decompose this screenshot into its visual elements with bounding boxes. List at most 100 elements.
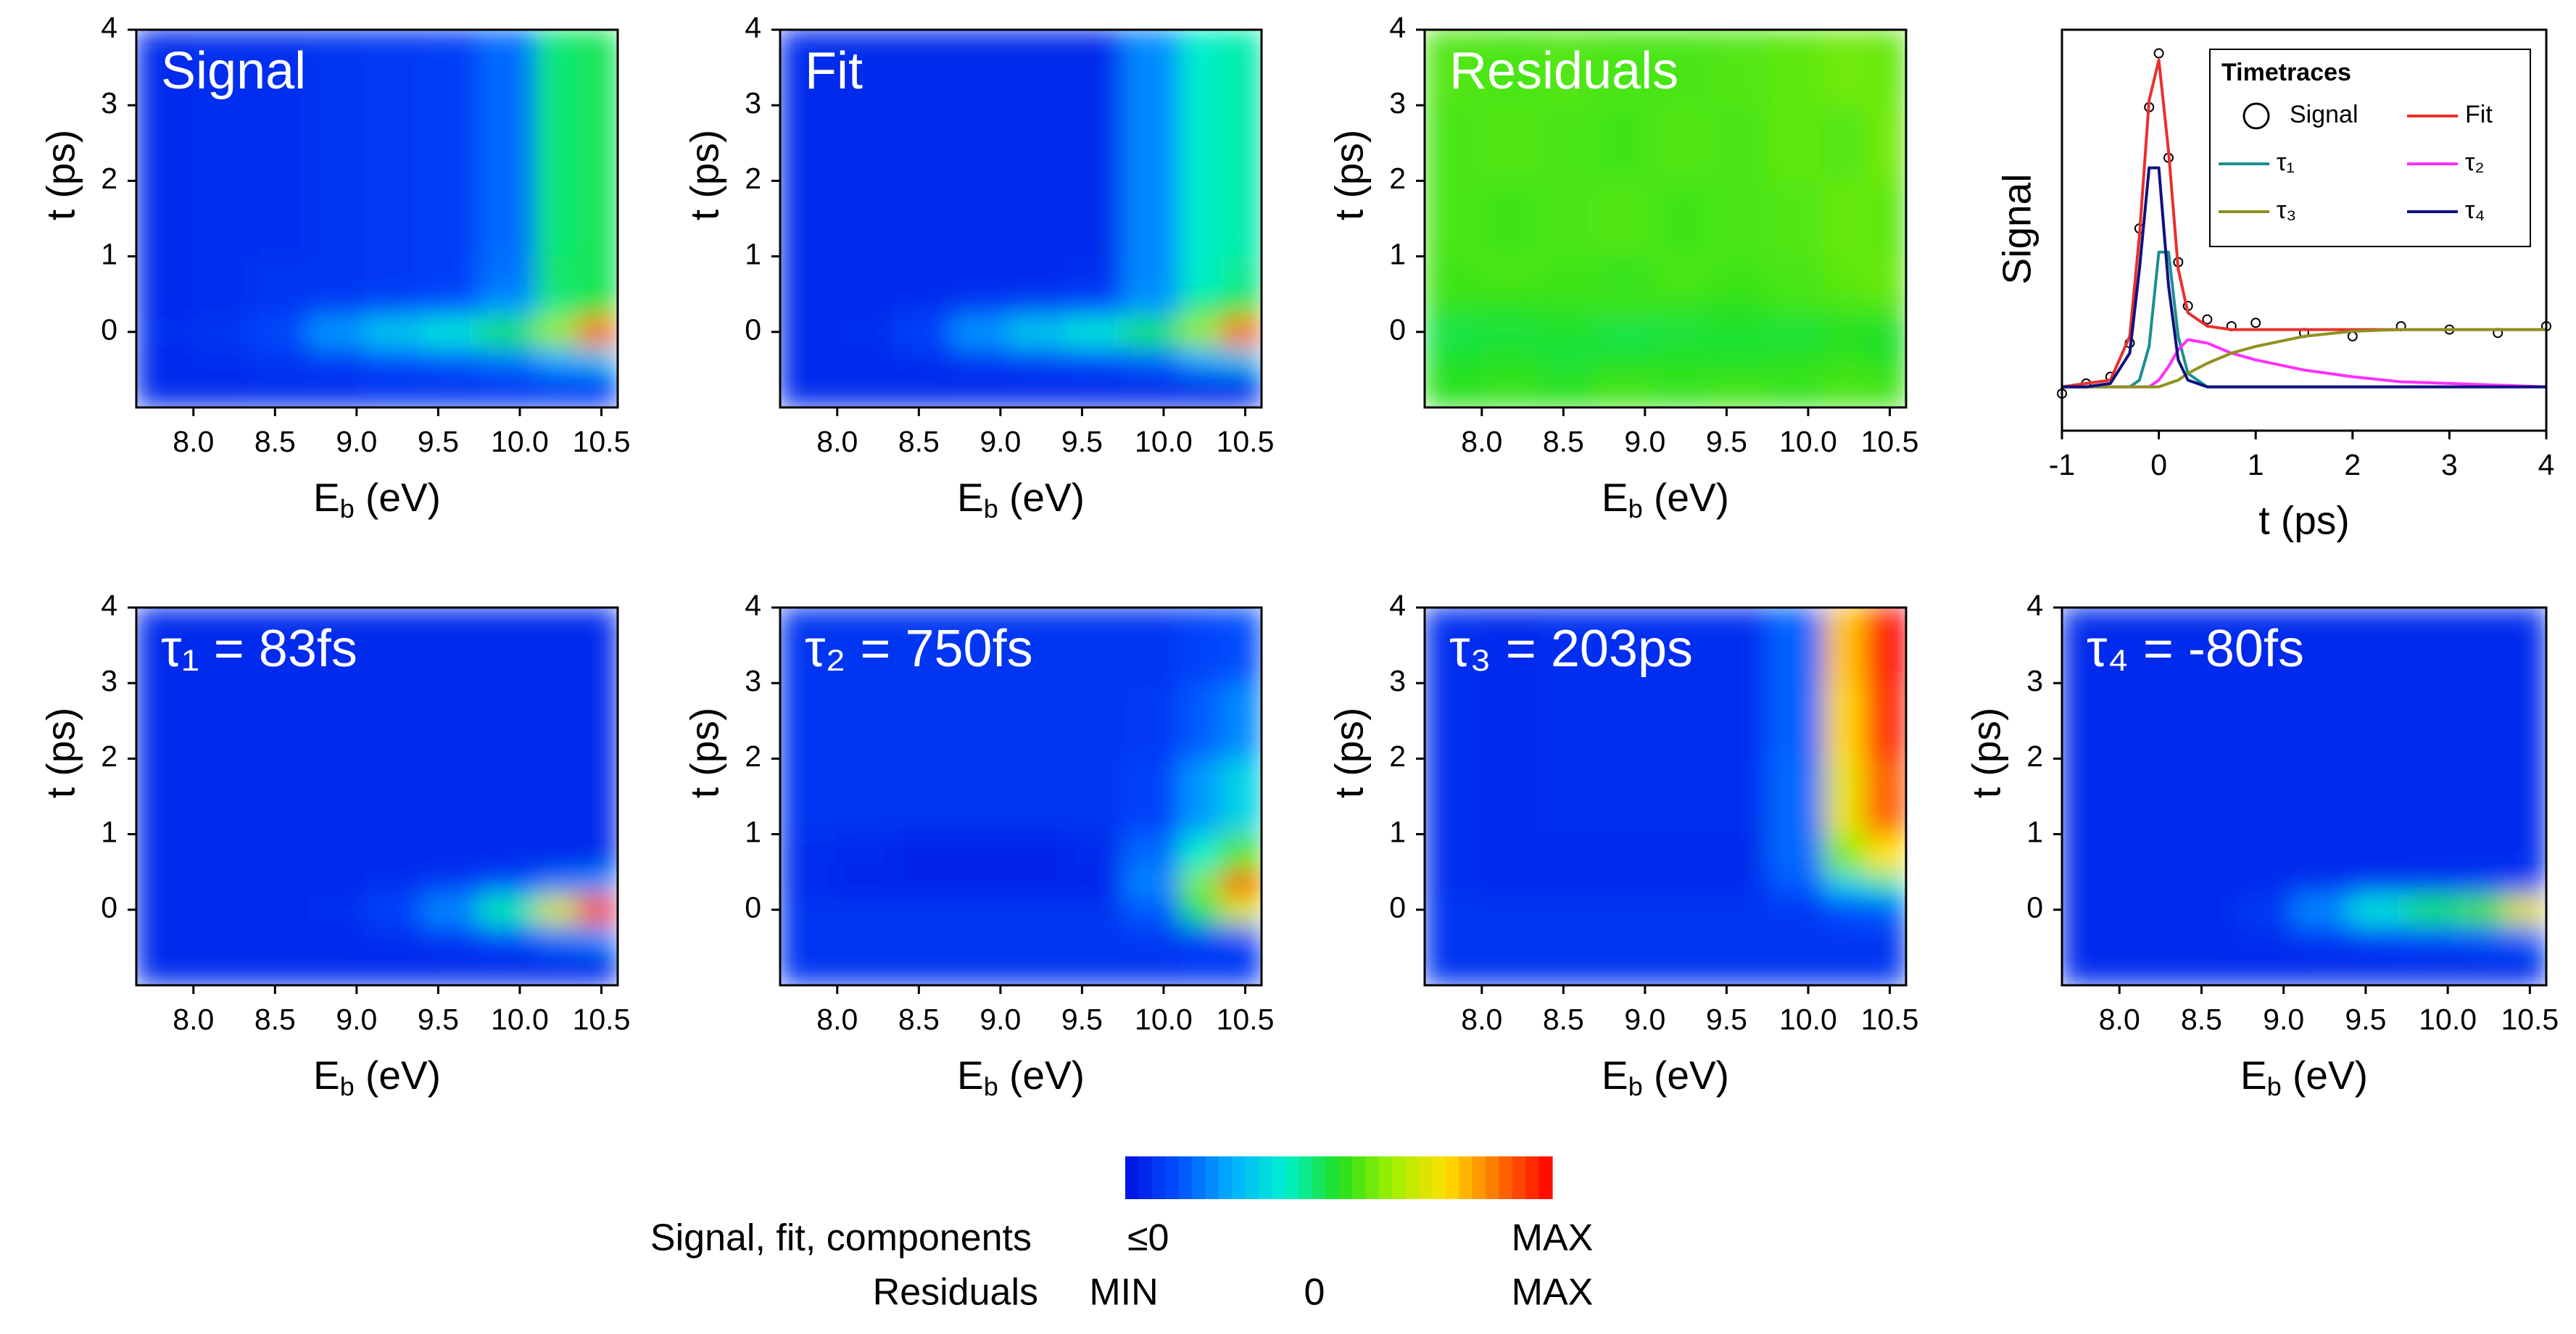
y-axis-label: Signal	[1995, 174, 2039, 285]
heat-cell	[1767, 758, 1825, 835]
y-tick-label: 1	[2026, 815, 2043, 848]
heat-cell	[1008, 608, 1067, 684]
heat-cell	[193, 894, 252, 926]
heat-cell	[1767, 924, 1825, 948]
heat-cell	[1481, 256, 1540, 295]
y-axis-label: t (ps)	[682, 708, 727, 798]
heat-cell	[2291, 608, 2350, 684]
heat-cell	[951, 608, 1009, 684]
heat-cell	[136, 369, 194, 407]
heat-cell	[1710, 924, 1768, 948]
heat-cell	[780, 871, 838, 895]
heat-cell	[1595, 256, 1654, 295]
heat-cell	[1008, 758, 1067, 835]
heat-cell	[1652, 294, 1711, 318]
heat-cell	[307, 924, 365, 948]
heat-cell	[951, 294, 1009, 318]
heat-cell	[1595, 316, 1654, 348]
series-line	[2062, 166, 2546, 389]
heat-cell	[1425, 347, 1483, 370]
heat-cell	[780, 180, 838, 257]
x-tick-label: 9.0	[980, 425, 1021, 458]
heat-cell	[307, 871, 365, 895]
legend-label: τ₂	[2465, 149, 2485, 176]
x-tick-label: 8.0	[2099, 1003, 2140, 1036]
heat-cell	[894, 180, 952, 257]
heat-cell	[2348, 871, 2408, 895]
heat-cell	[2119, 682, 2178, 759]
heat-cell	[1008, 180, 1067, 257]
heat-cell	[421, 758, 480, 835]
y-tick-label: 2	[2026, 740, 2043, 773]
colorbar-segment	[1538, 1156, 1553, 1199]
heat-cell	[2119, 894, 2178, 926]
panel: Timetraces Signal Fit τ₁ τ₂ τ₃ τ₄ -1 0 1 2 3 4 t (ps)…	[1995, 28, 2554, 543]
heat-cell	[136, 834, 194, 873]
heat-cell	[1481, 294, 1540, 318]
heat-cell	[1538, 347, 1596, 370]
x-tick-label: 0	[2150, 448, 2167, 481]
heat-cell	[364, 256, 423, 295]
heat-cell	[1595, 30, 1654, 106]
heat-cell	[1065, 834, 1124, 873]
x-tick-label: 8.5	[2181, 1003, 2222, 1036]
heat-cell	[1425, 294, 1483, 318]
heat-cell	[2062, 947, 2120, 985]
heat-cell	[576, 30, 618, 106]
heat-cell	[894, 256, 952, 295]
heat-cell	[535, 316, 578, 348]
heat-cell	[421, 834, 480, 873]
heat-cell	[1179, 347, 1222, 370]
heat-cell	[1823, 871, 1866, 895]
heat-cell	[364, 608, 423, 684]
heat-cell	[2504, 608, 2546, 684]
heat-cell	[136, 871, 194, 895]
heat-cell	[307, 682, 365, 759]
heat-cell	[421, 369, 480, 407]
heat-cell	[1220, 294, 1262, 318]
heat-cell	[535, 369, 578, 407]
heat-cell	[1865, 316, 1906, 348]
heat-cell	[193, 682, 252, 759]
x-axis-label-part: b	[984, 1072, 998, 1101]
heatmap-cells	[1425, 608, 1906, 985]
heat-cell	[1122, 30, 1180, 106]
y-tick-label: 0	[1389, 891, 1406, 924]
heat-cell	[1065, 180, 1124, 257]
heat-cell	[1538, 180, 1596, 257]
heat-cell	[1122, 871, 1180, 895]
x-tick-label: 10.0	[2419, 1003, 2477, 1036]
heat-cell	[837, 316, 895, 348]
heat-cell	[535, 871, 578, 895]
y-axis-label: t (ps)	[1327, 708, 1372, 798]
legend-title: Timetraces	[2221, 59, 2351, 86]
heat-cell	[2406, 758, 2465, 835]
heat-cell	[364, 871, 423, 895]
x-axis-label: Eb (eV)	[957, 1053, 1085, 1101]
x-tick-label: 10.0	[491, 425, 549, 458]
heat-cell	[894, 608, 952, 684]
heat-cell	[1179, 947, 1222, 985]
heat-cell	[1065, 30, 1124, 106]
heat-cell	[250, 924, 308, 948]
heat-cell	[250, 347, 308, 370]
series-line	[2062, 328, 2546, 389]
x-tick-label: 10.0	[491, 1003, 549, 1036]
heatmap	[780, 608, 1262, 985]
heat-cell	[1652, 256, 1711, 295]
heat-cell	[2348, 682, 2408, 759]
heat-cell	[2119, 871, 2178, 895]
heat-cell	[307, 347, 365, 370]
heat-cell	[1538, 369, 1596, 407]
x-axis-label-part: b	[340, 494, 355, 523]
x-axis-label-part: (eV)	[355, 1053, 441, 1098]
heat-cell	[1065, 256, 1124, 295]
heat-cell	[1220, 256, 1262, 295]
heat-cell	[364, 758, 423, 835]
heat-cell	[1425, 947, 1483, 985]
heat-cell	[1220, 871, 1262, 895]
heat-cell	[1425, 924, 1483, 948]
heatmap	[136, 608, 618, 985]
heat-cell	[1538, 316, 1596, 348]
heat-cell	[1425, 104, 1483, 181]
